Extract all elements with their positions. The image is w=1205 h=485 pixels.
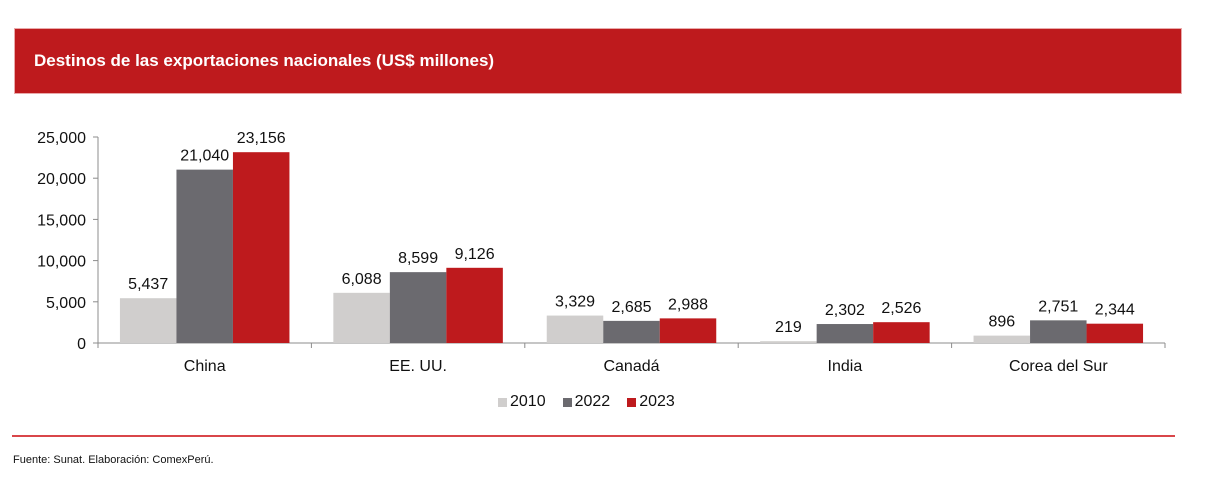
bar-2010 bbox=[760, 341, 817, 343]
bars bbox=[119, 152, 1144, 343]
y-tick-label: 25,000 bbox=[37, 130, 86, 147]
title-banner: Destinos de las exportaciones nacionales… bbox=[14, 28, 1182, 94]
data-label-2023: 2,988 bbox=[668, 296, 708, 313]
y-tick-label: 20,000 bbox=[37, 171, 86, 188]
legend-swatch-2010 bbox=[498, 397, 507, 407]
data-label-2023: 9,126 bbox=[455, 246, 495, 263]
data-label-2022: 2,685 bbox=[611, 299, 651, 316]
data-label-2022: 2,751 bbox=[1038, 298, 1078, 315]
legend-label-2023: 2023 bbox=[639, 393, 675, 410]
footer-divider bbox=[12, 435, 1175, 437]
legend-swatch-2022 bbox=[562, 397, 572, 407]
data-label-2023: 2,526 bbox=[881, 300, 921, 317]
bar-2010 bbox=[546, 315, 604, 343]
legend-label-2010: 2010 bbox=[510, 393, 546, 410]
bar-2023 bbox=[1086, 323, 1144, 343]
data-label-2023: 23,156 bbox=[237, 130, 286, 147]
x-tick-label: EE. UU. bbox=[389, 358, 447, 375]
legend-item-2023: 2023 bbox=[627, 393, 675, 411]
bar-2023 bbox=[446, 267, 503, 343]
y-axis: 0 5,000 10,000 15,000 20,000 25,000 bbox=[37, 130, 99, 353]
x-tick-label: Canadá bbox=[603, 358, 659, 375]
y-tick-label: 15,000 bbox=[37, 212, 86, 229]
data-label-2010: 896 bbox=[988, 314, 1015, 331]
source-note: Fuente: Sunat. Elaboración: ComexPerú. bbox=[13, 454, 214, 466]
bar-2022 bbox=[816, 324, 874, 343]
legend: 2010 2022 2023 bbox=[498, 393, 692, 411]
bar-labels: 5,437 21,040 23,156 6,088 8,599 9,126 3,329 2,6… bbox=[128, 130, 1135, 336]
data-label-2010: 3,329 bbox=[555, 294, 595, 311]
data-label-2022: 8,599 bbox=[398, 250, 438, 267]
bar-2010 bbox=[973, 335, 1031, 343]
x-tick-label: China bbox=[184, 358, 226, 375]
x-tick-label: India bbox=[828, 358, 863, 375]
y-tick-label: 0 bbox=[77, 336, 86, 353]
bar-2022 bbox=[389, 272, 447, 343]
x-axis: China EE. UU. Canadá India Corea del Sur bbox=[97, 342, 1166, 375]
y-tick-label: 10,000 bbox=[37, 254, 86, 271]
data-label-2022: 21,040 bbox=[180, 148, 229, 165]
legend-swatch-2023 bbox=[627, 397, 637, 407]
data-label-2022: 2,302 bbox=[825, 302, 865, 319]
data-label-2023: 2,344 bbox=[1095, 302, 1135, 319]
y-tick-label: 5,000 bbox=[46, 295, 86, 312]
bar-2022 bbox=[176, 169, 233, 343]
data-label-2010: 6,088 bbox=[342, 271, 382, 288]
data-label-2010: 219 bbox=[775, 319, 802, 336]
chart-title: Destinos de las exportaciones nacionales… bbox=[34, 51, 495, 70]
legend-item-2010: 2010 bbox=[498, 393, 546, 411]
bar-2023 bbox=[873, 322, 930, 343]
bar-2022 bbox=[1030, 320, 1087, 343]
legend-label-2022: 2022 bbox=[574, 393, 611, 410]
bar-2023 bbox=[659, 318, 717, 343]
bar-2010 bbox=[119, 298, 177, 343]
data-label-2010: 5,437 bbox=[128, 276, 168, 293]
legend-item-2022: 2022 bbox=[562, 393, 611, 411]
bar-2022 bbox=[603, 320, 660, 343]
x-tick-label: Corea del Sur bbox=[1009, 358, 1108, 375]
bar-2010 bbox=[333, 292, 390, 343]
bar-2023 bbox=[232, 152, 290, 343]
